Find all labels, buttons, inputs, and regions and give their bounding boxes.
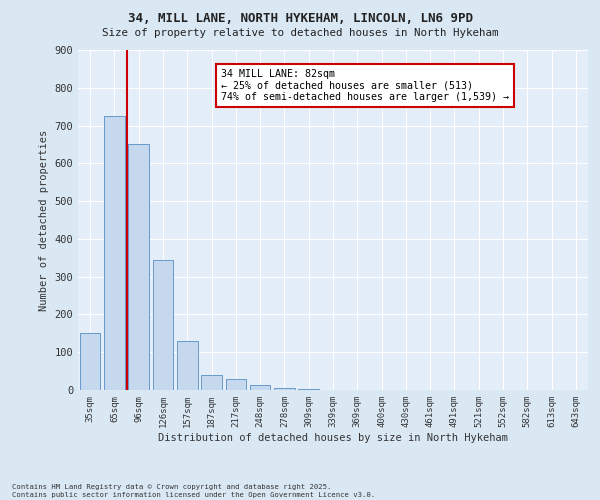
X-axis label: Distribution of detached houses by size in North Hykeham: Distribution of detached houses by size … — [158, 432, 508, 442]
Bar — [152, 260, 173, 390]
Bar — [104, 116, 125, 390]
Bar — [274, 388, 295, 390]
Text: Contains HM Land Registry data © Crown copyright and database right 2025.
Contai: Contains HM Land Registry data © Crown c… — [12, 484, 375, 498]
Y-axis label: Number of detached properties: Number of detached properties — [39, 130, 49, 310]
Bar — [250, 386, 271, 390]
Text: 34, MILL LANE, NORTH HYKEHAM, LINCOLN, LN6 9PD: 34, MILL LANE, NORTH HYKEHAM, LINCOLN, L… — [128, 12, 473, 26]
Bar — [298, 389, 319, 390]
Bar — [201, 375, 222, 390]
Bar — [80, 334, 100, 390]
Text: 34 MILL LANE: 82sqm
← 25% of detached houses are smaller (513)
74% of semi-detac: 34 MILL LANE: 82sqm ← 25% of detached ho… — [221, 68, 509, 102]
Bar — [177, 341, 197, 390]
Text: Size of property relative to detached houses in North Hykeham: Size of property relative to detached ho… — [102, 28, 498, 38]
Bar — [226, 378, 246, 390]
Bar — [128, 144, 149, 390]
